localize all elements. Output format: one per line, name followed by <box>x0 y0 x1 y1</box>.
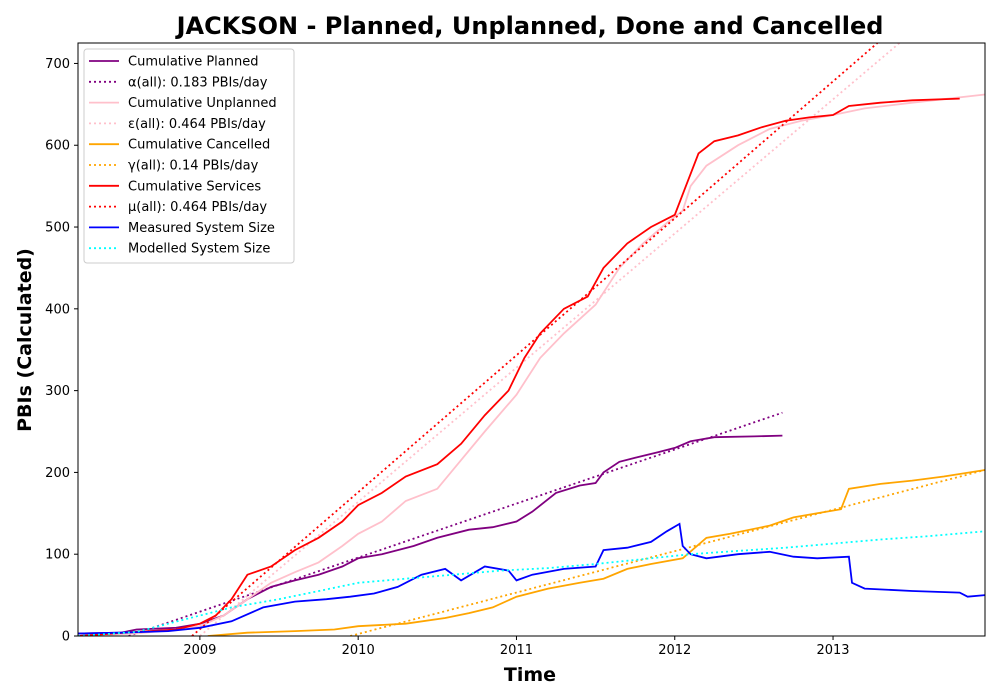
legend-label: α(all): 0.183 PBIs/day <box>128 75 268 90</box>
series-line-3 <box>199 43 901 636</box>
series-line-6 <box>78 97 960 636</box>
y-tick-label: 500 <box>45 221 70 236</box>
plot-area <box>77 42 986 637</box>
series-line-8 <box>78 522 985 635</box>
series-line-4 <box>207 469 985 636</box>
y-tick-label: 100 <box>45 548 70 563</box>
y-axis-label: PBIs (Calculated) <box>14 248 36 432</box>
x-axis-ticks: 2009 2010 2011 2012 2013 <box>183 636 850 658</box>
y-tick-label: 300 <box>45 384 70 399</box>
legend-label: Cumulative Unplanned <box>128 96 277 111</box>
legend-box <box>83 48 295 264</box>
legend: Cumulative Planned α(all): 0.183 PBIs/day… <box>83 48 295 264</box>
x-tick-label: 2009 <box>183 643 216 658</box>
series-layer <box>78 43 985 636</box>
y-axis-ticks: 0 100 200 300 400 500 600 700 <box>45 57 78 645</box>
x-tick-label: 2011 <box>500 643 533 658</box>
legend-label: γ(all): 0.14 PBIs/day <box>128 159 259 174</box>
series-line-1 <box>128 411 783 636</box>
series-line-0 <box>78 434 783 635</box>
legend-label: ε(all): 0.464 PBIs/day <box>128 117 266 132</box>
y-tick-label: 600 <box>45 139 70 154</box>
y-tick-label: 700 <box>45 57 70 72</box>
y-tick-label: 200 <box>45 466 70 481</box>
legend-label: Cumulative Planned <box>128 55 258 70</box>
x-tick-label: 2013 <box>816 643 849 658</box>
legend-label: μ(all): 0.464 PBIs/day <box>128 200 267 215</box>
chart-title: JACKSON - Planned, Unplanned, Done and C… <box>175 12 884 40</box>
x-axis-label: Time <box>504 664 556 686</box>
x-tick-label: 2010 <box>342 643 375 658</box>
series-line-5 <box>350 469 985 636</box>
legend-label: Measured System Size <box>128 221 275 236</box>
plot-frame <box>77 42 986 637</box>
series-line-2 <box>78 93 985 636</box>
y-tick-label: 400 <box>45 302 70 317</box>
y-tick-label: 0 <box>62 630 70 645</box>
legend-label: Cumulative Cancelled <box>128 138 270 153</box>
legend-label: Cumulative Services <box>128 179 261 194</box>
x-tick-label: 2012 <box>658 643 691 658</box>
series-line-7 <box>191 43 878 636</box>
legend-label: Modelled System Size <box>128 242 270 257</box>
